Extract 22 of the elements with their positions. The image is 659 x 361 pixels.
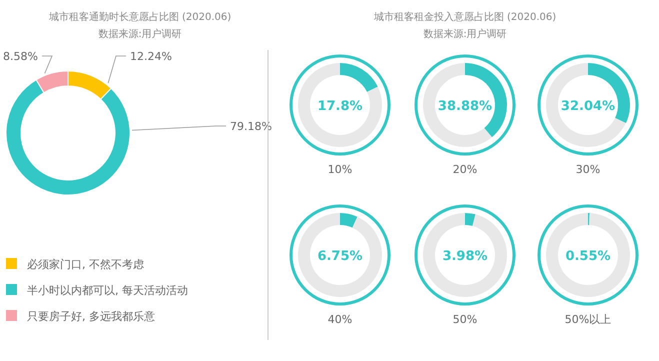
chart-title: 城市租客通勤时长意愿占比图 (2020.06) <box>48 11 232 23</box>
data-label: 3.98% <box>442 249 488 264</box>
data-label: 79.18% <box>230 120 272 133</box>
data-label: 38.88% <box>438 99 492 114</box>
text: 数据来源:用户调研 <box>423 28 507 40</box>
category-label: 30% <box>576 163 600 176</box>
data-label: 0.55% <box>565 249 611 264</box>
data-label: 6.75% <box>317 249 363 264</box>
data-label: 8.58% <box>3 50 38 63</box>
legend-label: 必须家门口, 不然不考虑 <box>27 258 144 271</box>
category-label: 50%以上 <box>564 313 612 326</box>
category-label: 20% <box>452 163 478 176</box>
data-label: 32.04% <box>560 99 616 114</box>
chart-subtitle: 数据来源:用户调研 <box>98 28 182 40</box>
category-label: 50% <box>452 313 478 326</box>
text: 城市租客租金投入意愿占比图 (2020.06) <box>372 11 556 23</box>
data-label: 17.8% <box>317 99 363 114</box>
category-label: 40% <box>328 313 352 326</box>
category-label: 10% <box>328 163 352 176</box>
legend-label: 只要房子好, 多远我都乐意 <box>27 310 155 323</box>
legend-label: 半小时以内都可以, 每天活动活动 <box>27 284 188 297</box>
data-label: 12.24% <box>130 50 172 63</box>
